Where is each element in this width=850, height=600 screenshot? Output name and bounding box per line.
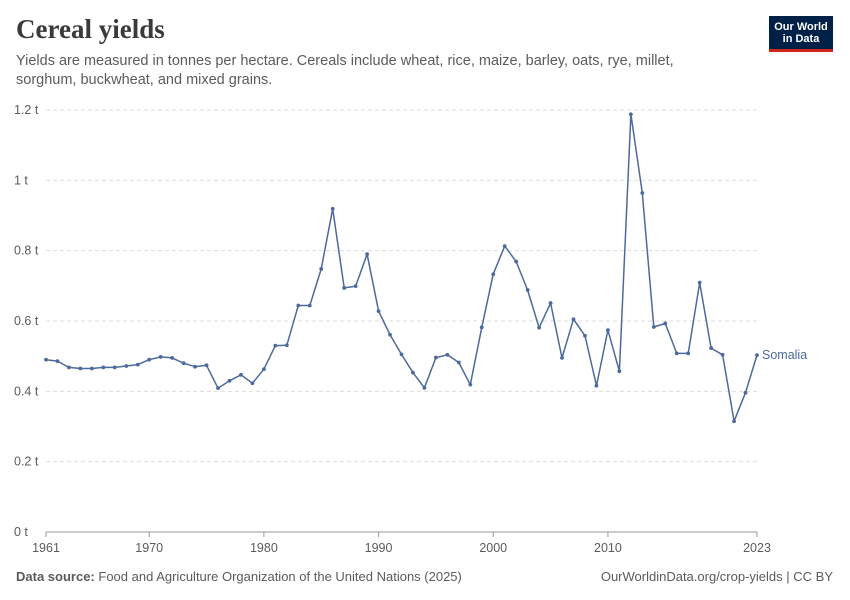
data-point — [606, 328, 610, 333]
series-label: Somalia — [762, 348, 807, 362]
data-point — [456, 360, 461, 365]
x-axis: 1961 1970 1980 1990 2000 2010 2023 — [32, 531, 771, 555]
data-point — [434, 355, 438, 360]
data-point — [204, 363, 209, 368]
data-point — [307, 303, 312, 308]
data-point — [399, 352, 404, 357]
data-point — [296, 303, 301, 308]
data-point — [239, 372, 243, 377]
data-point — [193, 364, 197, 369]
data-source-label: Data source: — [16, 569, 95, 584]
data-point — [44, 357, 48, 362]
data-point — [502, 244, 507, 248]
logo-line-1: Our World — [774, 21, 828, 33]
data-point — [101, 365, 106, 370]
data-point — [651, 325, 656, 329]
data-point — [491, 272, 496, 277]
data-point — [514, 259, 519, 264]
data-point — [112, 365, 117, 370]
owid-logo[interactable]: Our World in Data — [769, 16, 833, 52]
data-point — [78, 366, 83, 371]
chart-title: Cereal yields — [16, 14, 165, 44]
data-point — [720, 352, 725, 357]
data-point — [365, 252, 369, 257]
y-tick-label: 0.8 t — [14, 244, 39, 258]
series-layer: Somalia — [44, 112, 807, 424]
y-tick-label: 1 t — [14, 173, 28, 187]
data-point — [663, 321, 668, 326]
data-point — [743, 390, 748, 395]
data-point — [674, 351, 679, 356]
data-point — [479, 325, 484, 330]
source-url-link[interactable]: OurWorldinData.org/crop-yields | CC BY — [600, 569, 833, 584]
data-point — [686, 351, 691, 356]
data-point — [284, 343, 289, 348]
x-tick-label: 2010 — [594, 541, 622, 555]
data-point — [594, 383, 599, 388]
x-tick-label: 2000 — [479, 541, 507, 555]
data-point — [158, 354, 163, 359]
series-line — [45, 113, 758, 422]
data-source: Data source: Food and Agriculture Organi… — [16, 569, 462, 584]
data-point — [548, 301, 553, 305]
logo-line-2: in Data — [782, 33, 820, 45]
data-source-text: Food and Agriculture Organization of the… — [98, 569, 462, 584]
chart-subtitle: Yields are measured in tonnes per hectar… — [16, 53, 674, 88]
data-point — [755, 353, 759, 358]
data-point — [583, 333, 587, 338]
data-point — [617, 369, 622, 374]
data-point — [319, 267, 324, 271]
data-point — [353, 284, 358, 289]
data-point — [261, 367, 266, 372]
data-point — [732, 419, 736, 424]
data-point — [124, 364, 129, 368]
data-point — [170, 356, 175, 360]
data-point — [445, 352, 450, 357]
data-point — [388, 332, 392, 337]
data-point — [628, 112, 633, 117]
data-point — [468, 382, 473, 387]
data-point — [709, 346, 714, 350]
data-point — [330, 206, 335, 211]
data-point — [537, 325, 542, 330]
data-point — [697, 280, 702, 285]
data-point — [216, 386, 220, 391]
data-point — [571, 317, 576, 322]
y-tick-label: 0.4 t — [14, 384, 39, 398]
y-axis-ticks: 0 t 0.2 t 0.4 t 0.6 t 0.8 t 1 t 1.2 t — [14, 103, 39, 539]
data-point — [227, 378, 232, 383]
y-tick-label: 0.6 t — [14, 314, 39, 328]
data-point — [147, 357, 152, 362]
data-point — [273, 343, 278, 348]
data-point — [640, 191, 645, 195]
x-tick-label: 2023 — [743, 541, 771, 555]
data-point — [525, 288, 530, 292]
data-point — [411, 370, 415, 375]
data-point — [376, 309, 381, 314]
data-point — [67, 365, 71, 370]
data-point — [181, 361, 186, 366]
data-point — [135, 362, 140, 367]
data-point — [560, 356, 564, 360]
y-tick-label: 0 t — [14, 525, 28, 539]
y-tick-label: 0.2 t — [14, 455, 39, 469]
x-tick-label: 1980 — [250, 541, 278, 555]
data-point — [342, 286, 347, 290]
x-tick-label: 1970 — [135, 541, 163, 555]
data-point — [250, 381, 255, 386]
data-point — [89, 366, 94, 371]
y-tick-label: 1.2 t — [14, 103, 39, 117]
x-tick-label: 1990 — [365, 541, 393, 555]
data-point — [55, 359, 60, 363]
data-point — [422, 385, 427, 390]
x-tick-label: 1961 — [32, 541, 60, 555]
